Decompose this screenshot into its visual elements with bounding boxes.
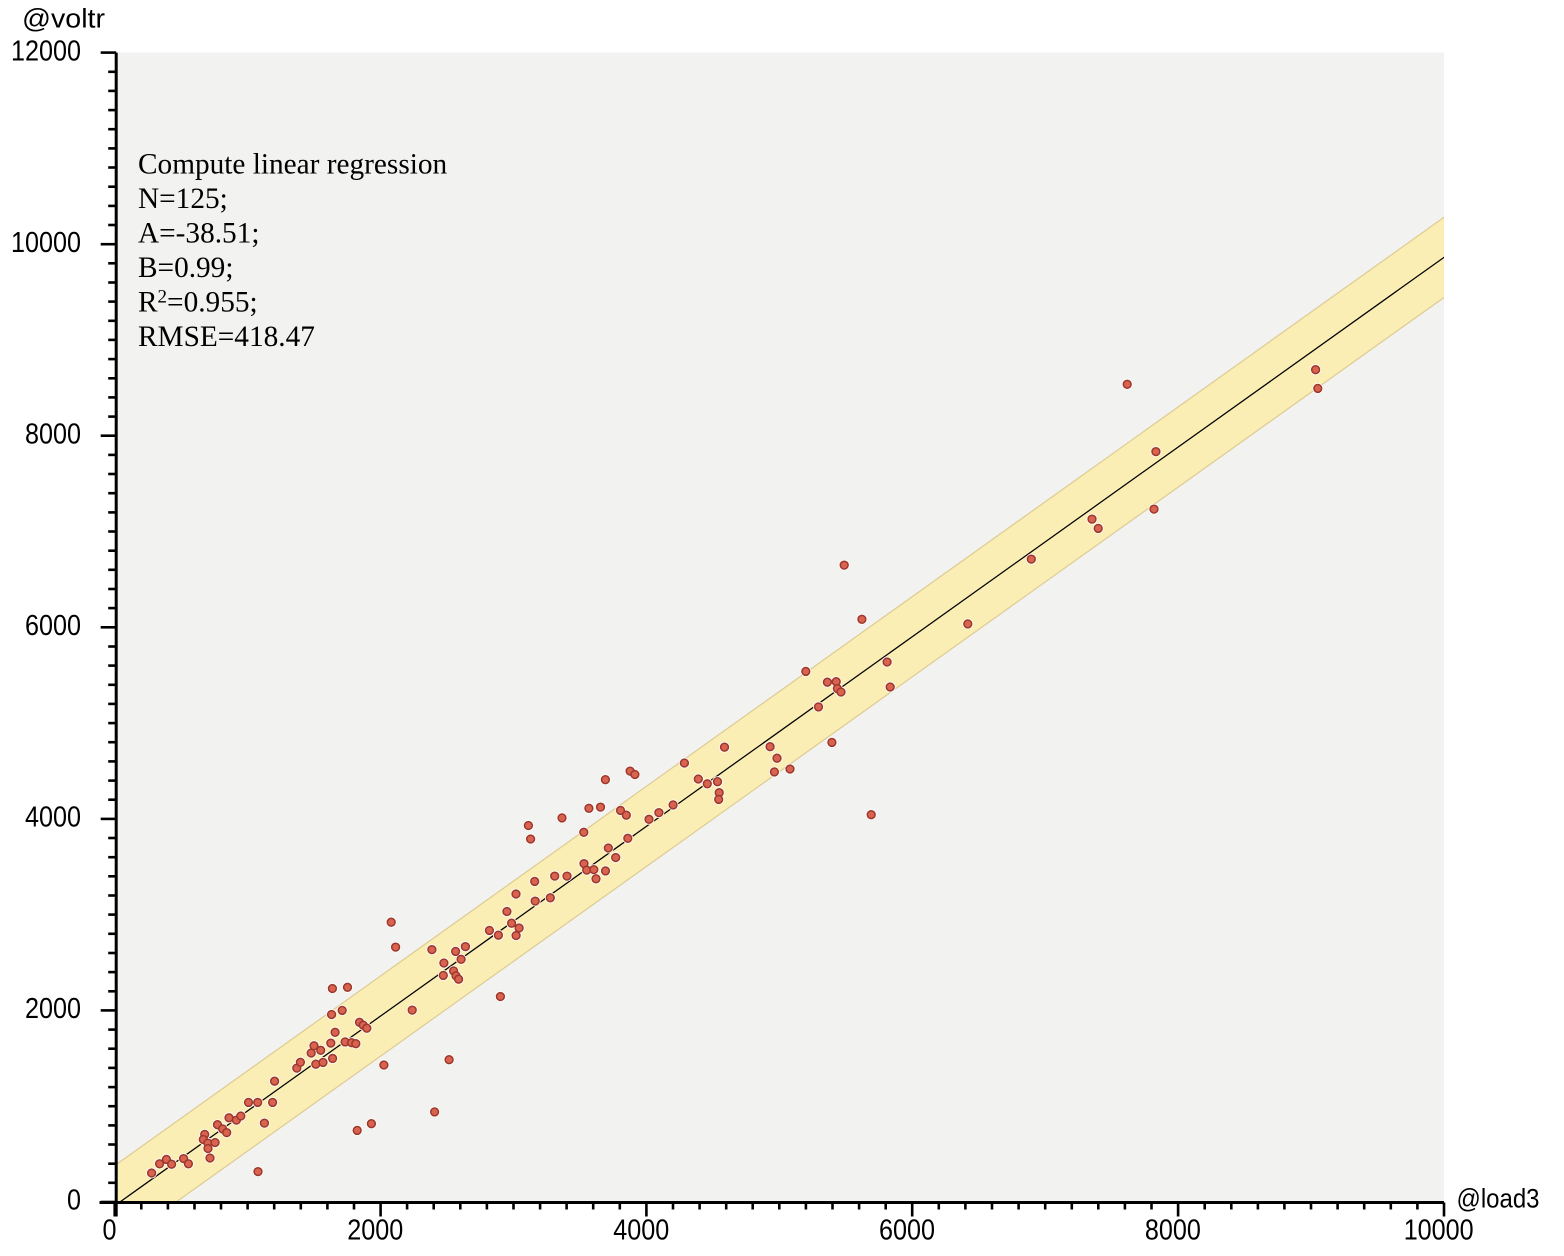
svg-text:12000: 12000 xyxy=(11,35,81,67)
svg-text:8000: 8000 xyxy=(25,418,81,450)
svg-text:R2=0.955;: R2=0.955; xyxy=(138,287,258,319)
svg-text:2000: 2000 xyxy=(347,1215,403,1247)
svg-text:2000: 2000 xyxy=(25,993,81,1025)
svg-text:8000: 8000 xyxy=(1145,1215,1201,1247)
svg-text:10000: 10000 xyxy=(1404,1215,1474,1247)
svg-text:0: 0 xyxy=(67,1185,81,1217)
svg-text:Compute linear regression: Compute linear regression xyxy=(138,149,448,181)
svg-text:A=-38.51;: A=-38.51; xyxy=(138,218,260,250)
svg-text:N=125;: N=125; xyxy=(138,183,228,215)
svg-text:4000: 4000 xyxy=(613,1215,669,1247)
svg-text:B=0.99;: B=0.99; xyxy=(138,252,233,284)
svg-text:RMSE=418.47: RMSE=418.47 xyxy=(138,321,315,353)
svg-text:@voltr: @voltr xyxy=(22,4,105,34)
svg-text:0: 0 xyxy=(103,1215,117,1247)
svg-text:6000: 6000 xyxy=(25,610,81,642)
svg-text:@load3: @load3 xyxy=(1457,1184,1540,1214)
svg-text:4000: 4000 xyxy=(25,802,81,834)
svg-text:6000: 6000 xyxy=(879,1215,935,1247)
svg-text:10000: 10000 xyxy=(11,227,81,259)
